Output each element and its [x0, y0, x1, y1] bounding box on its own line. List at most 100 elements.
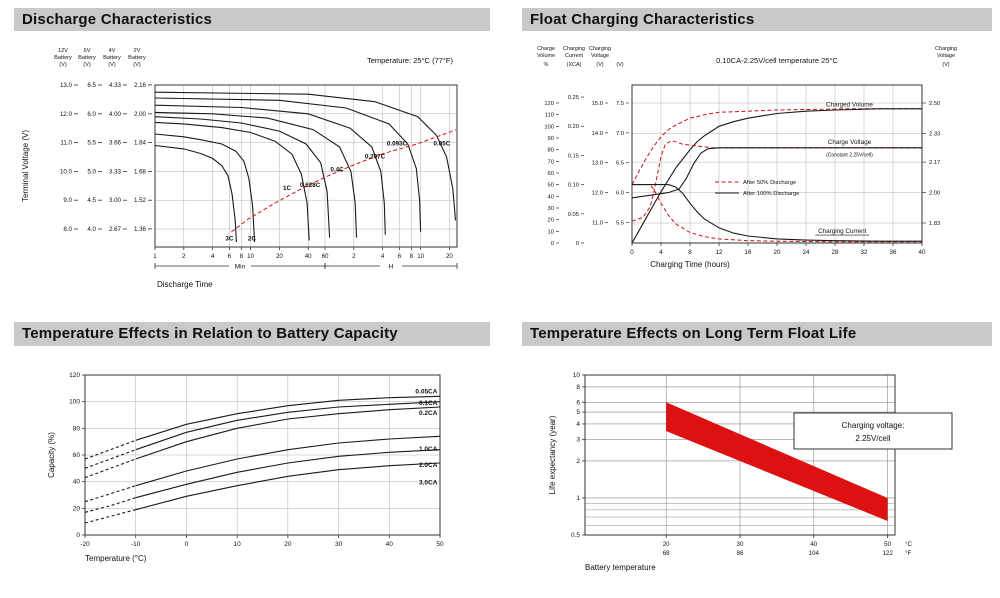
y-tick-label: 60	[548, 171, 554, 177]
capacity-curve-dashed-3.0CA	[84, 509, 136, 524]
x-tick-label-fahrenheit: 122	[882, 550, 893, 557]
chart-inner-label: Charging Current	[818, 228, 867, 235]
x-tick-label: -10	[131, 541, 141, 548]
y-tick-label: 80	[73, 425, 81, 432]
capacity-curve-dashed-1.0CA	[84, 485, 136, 503]
axis-unit: (XCA)	[567, 62, 582, 68]
y-axis-header: Battery	[78, 55, 96, 61]
y-tick-label: 6.0	[87, 111, 96, 118]
float-life-chart-svg: 1086543210.5206830864010450122°C°FChargi…	[548, 372, 953, 572]
float-charging-chart-svg: ChargeVolume%120110100908070605040302010…	[537, 46, 957, 269]
y-tick-label: 2	[576, 458, 580, 465]
annotation-box	[793, 412, 953, 450]
y-tick-label: 1.36	[134, 226, 147, 233]
x-tick-label-fahrenheit: 86	[737, 550, 744, 557]
curve-label: 0.1CA	[419, 400, 438, 407]
y-tick-label: 1.52	[134, 197, 147, 204]
y-tick-label: 1.68	[134, 168, 147, 175]
x-tick-label: 40	[305, 253, 312, 260]
y-axis-title: Capacity (%)	[47, 432, 56, 478]
x-tick-label: 8	[410, 253, 414, 260]
panel-title-float-life: Temperature Effects on Long Term Float L…	[522, 322, 992, 346]
curve-label: 0.093C	[387, 140, 408, 147]
y-tick-label: 0.20	[568, 124, 579, 130]
y-tick-label: 6	[576, 399, 580, 406]
capacity-curve-dashed-0.1CA	[84, 449, 136, 469]
discharge-curve-0.093C	[154, 97, 422, 232]
x-tick-label: 10	[417, 253, 424, 260]
y-tick-label: 100	[69, 399, 80, 406]
y-tick-label: 0.15	[568, 153, 579, 159]
x-unit-celsius: °C	[905, 541, 912, 548]
x-tick-label: 30	[335, 541, 343, 548]
x-tick-label: 6	[398, 253, 402, 260]
x-tick-label: 8	[240, 253, 244, 260]
axis-header: Volume	[537, 53, 555, 59]
capacity-curve-dashed-2.0CA	[84, 497, 136, 513]
y-tick-label: 13.0	[592, 161, 603, 167]
y-tick-label: 2.50	[929, 101, 940, 107]
y-tick-label: 3.33	[109, 168, 122, 175]
x-tick-label-celsius: 50	[884, 541, 891, 548]
curve-label: 0.05CA	[415, 389, 437, 396]
x-axis-title: Charging Time (hours)	[650, 260, 730, 269]
float-life-band	[666, 402, 888, 521]
x-tick-label: 10	[247, 253, 254, 260]
y-tick-label: 2.17	[929, 160, 940, 166]
curve-charge-voltage-50	[631, 140, 922, 222]
axis-unit: (V)	[616, 62, 623, 68]
curve-charge-voltage-100	[631, 147, 922, 199]
x-tick-label-celsius: 40	[810, 541, 817, 548]
y-axis-header: (V)	[83, 62, 91, 68]
curve-charged-volume-50	[631, 108, 922, 185]
legend-label: After 50% Discharge	[743, 180, 796, 186]
curve-charging-current-100	[632, 184, 922, 242]
y-axis-header: (V)	[108, 62, 116, 68]
y-tick-label: 0	[551, 241, 554, 247]
curve-label: 0.05C	[433, 140, 450, 147]
y-tick-label: 7.0	[616, 131, 624, 137]
discharge-curve-3C	[154, 144, 237, 243]
panel-title-discharge: Discharge Characteristics	[14, 8, 490, 31]
x-tick-label: 4	[381, 253, 385, 260]
axis-header: Charging	[589, 46, 611, 52]
curve-label: 0.628C	[300, 182, 321, 189]
temperature-note: Temperature: 25°C (77°F)	[367, 56, 454, 65]
axis-segment-label-bg	[380, 261, 403, 270]
y-tick-label: 20	[73, 505, 81, 512]
plot-border	[154, 84, 458, 248]
y-tick-label: 0	[76, 532, 80, 539]
capacity-curve-0.2CA	[135, 406, 441, 460]
panel-title-temp-capacity: Temperature Effects in Relation to Batte…	[14, 322, 490, 346]
discharge-curve-1C	[154, 121, 310, 241]
x-tick-label: 20	[774, 249, 781, 256]
x-axis-title: Discharge Time	[157, 280, 213, 289]
x-tick-label: 6	[228, 253, 232, 260]
x-tick-label: 0	[630, 249, 634, 256]
x-tick-label-celsius: 20	[663, 541, 670, 548]
x-tick-label: 2	[352, 253, 356, 260]
x-tick-label: 40	[386, 541, 394, 548]
y-tick-label: 30	[548, 206, 554, 212]
chart-inner-label: (Constant 2.25V/cell)	[826, 153, 873, 159]
y-tick-label: 6.5	[616, 161, 624, 167]
y-tick-label: 90	[548, 136, 554, 142]
discharge-curve-0.628C	[154, 116, 331, 238]
y-axis-title: Life expectancy (year)	[548, 415, 557, 494]
discharge-curve-2C	[154, 133, 256, 243]
y-tick-label: 40	[548, 194, 554, 200]
axis-unit: (V)	[596, 62, 603, 68]
y-axis-header: (V)	[59, 62, 67, 68]
y-tick-label: 2.16	[134, 82, 147, 89]
axis-header: Charging	[563, 46, 585, 52]
x-tick-label: 28	[832, 249, 839, 256]
y-tick-label: 4	[576, 421, 580, 428]
curve-label: 2.0CA	[419, 462, 438, 469]
legend-label: After 100% Discharge	[743, 191, 799, 197]
capacity-curve-dashed-0.2CA	[84, 458, 136, 479]
y-axis-header: Battery	[128, 55, 146, 61]
curve-label: 3C	[225, 236, 234, 243]
y-axis-header: 2V	[134, 48, 141, 54]
y-tick-label: 4.0	[87, 226, 96, 233]
axis-unit: (V)	[942, 62, 949, 68]
